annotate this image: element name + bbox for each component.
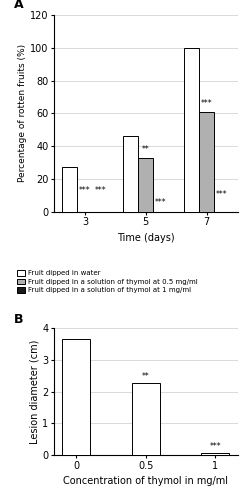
X-axis label: Concentration of thymol in mg/ml: Concentration of thymol in mg/ml	[63, 476, 228, 486]
Text: ***: ***	[79, 186, 91, 196]
Text: ***: ***	[216, 190, 228, 198]
Text: ***: ***	[209, 442, 221, 451]
Text: **: **	[142, 146, 150, 154]
X-axis label: Time (days): Time (days)	[117, 233, 175, 243]
Legend: Fruit dipped in water, Fruit dipped in a solution of thymol at 0.5 mg/ml, Fruit : Fruit dipped in water, Fruit dipped in a…	[17, 270, 198, 293]
Text: B: B	[13, 312, 23, 326]
Text: ***: ***	[201, 100, 212, 108]
Text: A: A	[13, 0, 23, 11]
Text: ***: ***	[94, 186, 106, 196]
Text: ***: ***	[155, 198, 167, 206]
Y-axis label: Percentage of rotten fruits (%): Percentage of rotten fruits (%)	[18, 44, 27, 182]
Bar	[184, 48, 199, 211]
Y-axis label: Lesion diameter (cm): Lesion diameter (cm)	[29, 340, 39, 444]
Bar	[199, 112, 214, 212]
Bar	[132, 382, 160, 455]
Bar	[201, 453, 229, 455]
Bar	[138, 158, 153, 212]
Bar	[123, 136, 138, 212]
Text: **: **	[142, 372, 150, 381]
Bar	[62, 168, 77, 212]
Bar	[62, 339, 90, 455]
